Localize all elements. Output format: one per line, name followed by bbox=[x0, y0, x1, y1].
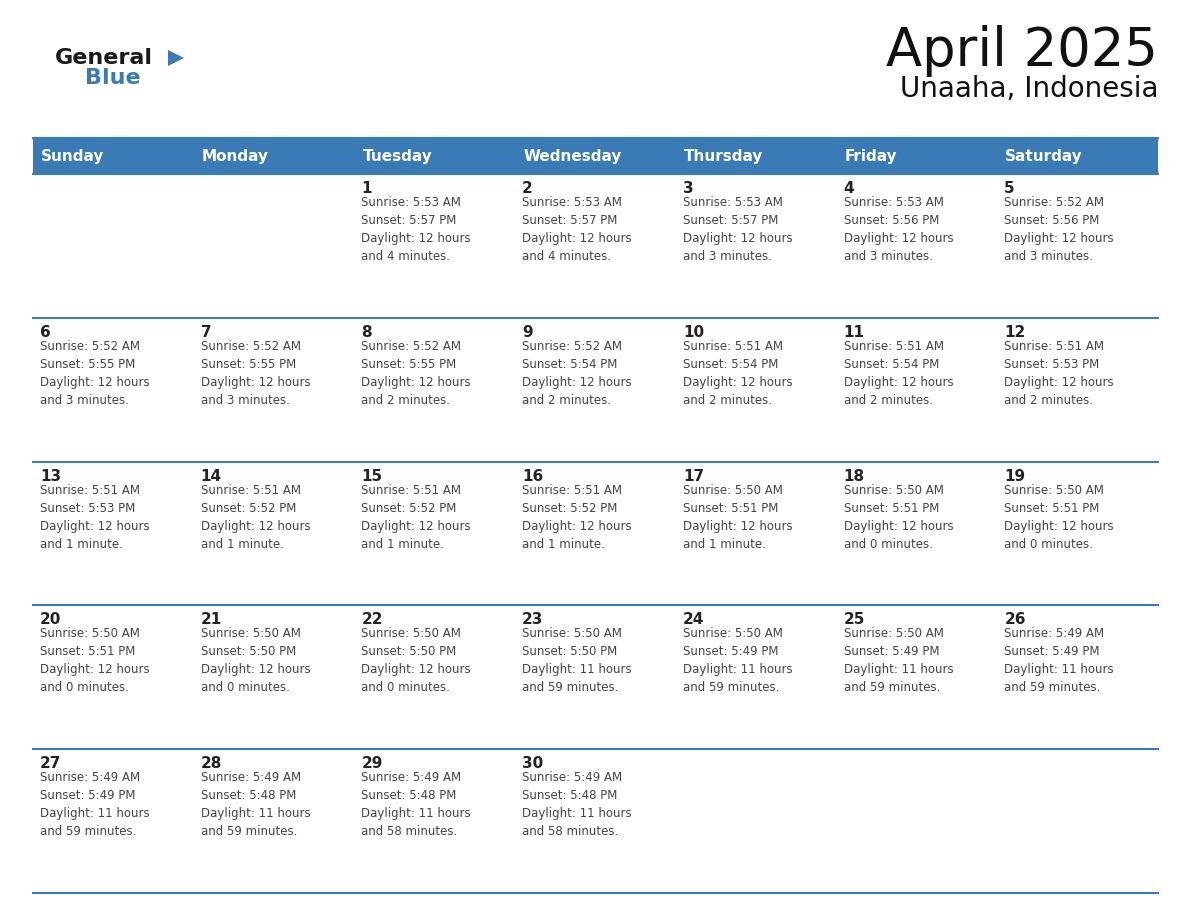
Text: 22: 22 bbox=[361, 612, 383, 627]
Text: 25: 25 bbox=[843, 612, 865, 627]
Text: Sunrise: 5:50 AM
Sunset: 5:50 PM
Daylight: 12 hours
and 0 minutes.: Sunrise: 5:50 AM Sunset: 5:50 PM Dayligh… bbox=[201, 627, 310, 694]
Text: Sunrise: 5:51 AM
Sunset: 5:52 PM
Daylight: 12 hours
and 1 minute.: Sunrise: 5:51 AM Sunset: 5:52 PM Dayligh… bbox=[201, 484, 310, 551]
Text: Sunrise: 5:53 AM
Sunset: 5:57 PM
Daylight: 12 hours
and 3 minutes.: Sunrise: 5:53 AM Sunset: 5:57 PM Dayligh… bbox=[683, 196, 792, 263]
Text: Sunrise: 5:50 AM
Sunset: 5:51 PM
Daylight: 12 hours
and 1 minute.: Sunrise: 5:50 AM Sunset: 5:51 PM Dayligh… bbox=[683, 484, 792, 551]
Text: 2: 2 bbox=[523, 181, 533, 196]
Text: Sunrise: 5:52 AM
Sunset: 5:55 PM
Daylight: 12 hours
and 3 minutes.: Sunrise: 5:52 AM Sunset: 5:55 PM Dayligh… bbox=[201, 340, 310, 407]
Text: April 2025: April 2025 bbox=[886, 25, 1158, 77]
Text: 15: 15 bbox=[361, 468, 383, 484]
Text: 28: 28 bbox=[201, 756, 222, 771]
Text: 10: 10 bbox=[683, 325, 704, 340]
Text: Sunrise: 5:53 AM
Sunset: 5:57 PM
Daylight: 12 hours
and 4 minutes.: Sunrise: 5:53 AM Sunset: 5:57 PM Dayligh… bbox=[523, 196, 632, 263]
Text: 4: 4 bbox=[843, 181, 854, 196]
Text: 19: 19 bbox=[1004, 468, 1025, 484]
Text: Sunrise: 5:50 AM
Sunset: 5:50 PM
Daylight: 12 hours
and 0 minutes.: Sunrise: 5:50 AM Sunset: 5:50 PM Dayligh… bbox=[361, 627, 472, 694]
Text: Sunrise: 5:52 AM
Sunset: 5:56 PM
Daylight: 12 hours
and 3 minutes.: Sunrise: 5:52 AM Sunset: 5:56 PM Dayligh… bbox=[1004, 196, 1114, 263]
Text: 20: 20 bbox=[40, 612, 62, 627]
Text: Sunrise: 5:50 AM
Sunset: 5:50 PM
Daylight: 11 hours
and 59 minutes.: Sunrise: 5:50 AM Sunset: 5:50 PM Dayligh… bbox=[523, 627, 632, 694]
Text: Thursday: Thursday bbox=[684, 149, 763, 163]
Text: 23: 23 bbox=[523, 612, 544, 627]
Text: Sunrise: 5:52 AM
Sunset: 5:55 PM
Daylight: 12 hours
and 2 minutes.: Sunrise: 5:52 AM Sunset: 5:55 PM Dayligh… bbox=[361, 340, 472, 407]
Text: Sunrise: 5:50 AM
Sunset: 5:51 PM
Daylight: 12 hours
and 0 minutes.: Sunrise: 5:50 AM Sunset: 5:51 PM Dayligh… bbox=[1004, 484, 1114, 551]
Bar bbox=[33, 605, 1158, 749]
Text: Tuesday: Tuesday bbox=[362, 149, 432, 163]
Bar bbox=[33, 318, 1158, 462]
Text: General: General bbox=[55, 48, 153, 68]
Text: 7: 7 bbox=[201, 325, 211, 340]
Text: Sunrise: 5:50 AM
Sunset: 5:49 PM
Daylight: 11 hours
and 59 minutes.: Sunrise: 5:50 AM Sunset: 5:49 PM Dayligh… bbox=[683, 627, 792, 694]
Text: Sunrise: 5:49 AM
Sunset: 5:48 PM
Daylight: 11 hours
and 58 minutes.: Sunrise: 5:49 AM Sunset: 5:48 PM Dayligh… bbox=[523, 771, 632, 838]
Text: 14: 14 bbox=[201, 468, 222, 484]
Text: Sunrise: 5:53 AM
Sunset: 5:56 PM
Daylight: 12 hours
and 3 minutes.: Sunrise: 5:53 AM Sunset: 5:56 PM Dayligh… bbox=[843, 196, 953, 263]
Bar bbox=[33, 138, 1158, 174]
Text: Sunrise: 5:51 AM
Sunset: 5:52 PM
Daylight: 12 hours
and 1 minute.: Sunrise: 5:51 AM Sunset: 5:52 PM Dayligh… bbox=[361, 484, 472, 551]
Text: Sunrise: 5:49 AM
Sunset: 5:49 PM
Daylight: 11 hours
and 59 minutes.: Sunrise: 5:49 AM Sunset: 5:49 PM Dayligh… bbox=[1004, 627, 1114, 694]
Text: Sunrise: 5:50 AM
Sunset: 5:49 PM
Daylight: 11 hours
and 59 minutes.: Sunrise: 5:50 AM Sunset: 5:49 PM Dayligh… bbox=[843, 627, 953, 694]
Text: Saturday: Saturday bbox=[1005, 149, 1083, 163]
Text: 1: 1 bbox=[361, 181, 372, 196]
Text: Sunrise: 5:49 AM
Sunset: 5:49 PM
Daylight: 11 hours
and 59 minutes.: Sunrise: 5:49 AM Sunset: 5:49 PM Dayligh… bbox=[40, 771, 150, 838]
Text: Sunrise: 5:51 AM
Sunset: 5:53 PM
Daylight: 12 hours
and 1 minute.: Sunrise: 5:51 AM Sunset: 5:53 PM Dayligh… bbox=[40, 484, 150, 551]
Text: Wednesday: Wednesday bbox=[523, 149, 621, 163]
Text: Sunrise: 5:51 AM
Sunset: 5:54 PM
Daylight: 12 hours
and 2 minutes.: Sunrise: 5:51 AM Sunset: 5:54 PM Dayligh… bbox=[683, 340, 792, 407]
Text: Sunrise: 5:49 AM
Sunset: 5:48 PM
Daylight: 11 hours
and 59 minutes.: Sunrise: 5:49 AM Sunset: 5:48 PM Dayligh… bbox=[201, 771, 310, 838]
Text: 21: 21 bbox=[201, 612, 222, 627]
Text: Blue: Blue bbox=[86, 68, 140, 88]
Text: 26: 26 bbox=[1004, 612, 1025, 627]
Text: 29: 29 bbox=[361, 756, 383, 771]
Text: 8: 8 bbox=[361, 325, 372, 340]
Text: Friday: Friday bbox=[845, 149, 897, 163]
Text: Sunrise: 5:52 AM
Sunset: 5:55 PM
Daylight: 12 hours
and 3 minutes.: Sunrise: 5:52 AM Sunset: 5:55 PM Dayligh… bbox=[40, 340, 150, 407]
Text: Sunrise: 5:51 AM
Sunset: 5:52 PM
Daylight: 12 hours
and 1 minute.: Sunrise: 5:51 AM Sunset: 5:52 PM Dayligh… bbox=[523, 484, 632, 551]
Text: 24: 24 bbox=[683, 612, 704, 627]
Text: Sunrise: 5:51 AM
Sunset: 5:53 PM
Daylight: 12 hours
and 2 minutes.: Sunrise: 5:51 AM Sunset: 5:53 PM Dayligh… bbox=[1004, 340, 1114, 407]
Text: Sunrise: 5:50 AM
Sunset: 5:51 PM
Daylight: 12 hours
and 0 minutes.: Sunrise: 5:50 AM Sunset: 5:51 PM Dayligh… bbox=[843, 484, 953, 551]
Bar bbox=[33, 462, 1158, 605]
Text: 13: 13 bbox=[40, 468, 61, 484]
Text: Sunrise: 5:49 AM
Sunset: 5:48 PM
Daylight: 11 hours
and 58 minutes.: Sunrise: 5:49 AM Sunset: 5:48 PM Dayligh… bbox=[361, 771, 472, 838]
Text: 27: 27 bbox=[40, 756, 62, 771]
Text: Sunrise: 5:53 AM
Sunset: 5:57 PM
Daylight: 12 hours
and 4 minutes.: Sunrise: 5:53 AM Sunset: 5:57 PM Dayligh… bbox=[361, 196, 472, 263]
Text: Sunrise: 5:50 AM
Sunset: 5:51 PM
Daylight: 12 hours
and 0 minutes.: Sunrise: 5:50 AM Sunset: 5:51 PM Dayligh… bbox=[40, 627, 150, 694]
Text: 17: 17 bbox=[683, 468, 704, 484]
Text: 18: 18 bbox=[843, 468, 865, 484]
Polygon shape bbox=[168, 50, 184, 66]
Text: 12: 12 bbox=[1004, 325, 1025, 340]
Text: Sunrise: 5:51 AM
Sunset: 5:54 PM
Daylight: 12 hours
and 2 minutes.: Sunrise: 5:51 AM Sunset: 5:54 PM Dayligh… bbox=[843, 340, 953, 407]
Text: 16: 16 bbox=[523, 468, 543, 484]
Text: 3: 3 bbox=[683, 181, 694, 196]
Text: 11: 11 bbox=[843, 325, 865, 340]
Bar bbox=[33, 749, 1158, 893]
Text: Monday: Monday bbox=[202, 149, 268, 163]
Text: Sunrise: 5:52 AM
Sunset: 5:54 PM
Daylight: 12 hours
and 2 minutes.: Sunrise: 5:52 AM Sunset: 5:54 PM Dayligh… bbox=[523, 340, 632, 407]
Bar bbox=[33, 174, 1158, 318]
Text: 5: 5 bbox=[1004, 181, 1015, 196]
Text: 30: 30 bbox=[523, 756, 543, 771]
Text: Unaaha, Indonesia: Unaaha, Indonesia bbox=[899, 75, 1158, 103]
Text: Sunday: Sunday bbox=[42, 149, 105, 163]
Text: 9: 9 bbox=[523, 325, 532, 340]
Text: 6: 6 bbox=[40, 325, 51, 340]
